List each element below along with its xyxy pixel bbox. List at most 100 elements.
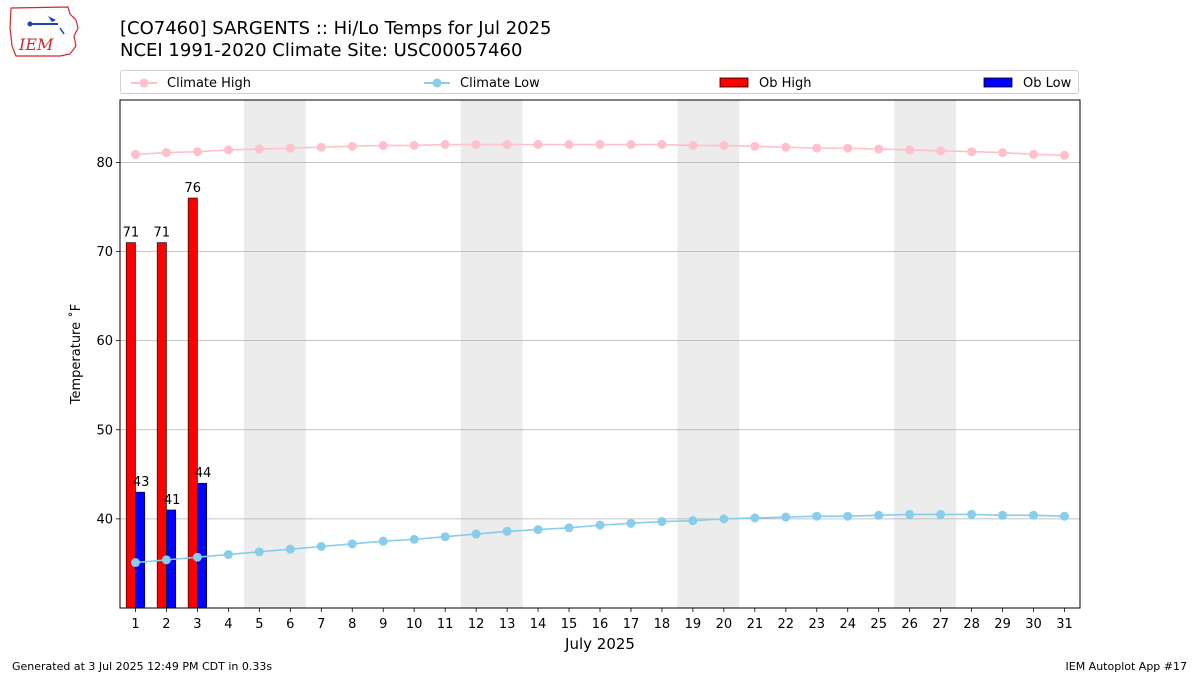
x-tick-label: 31 xyxy=(1056,617,1073,632)
bar-ob-low xyxy=(135,491,146,609)
climate-low-point xyxy=(967,509,977,519)
legend-climate-low: Climate Low xyxy=(424,74,540,92)
climate-high-point xyxy=(750,141,760,151)
x-tick-label: 24 xyxy=(839,617,856,632)
climate-high-point xyxy=(595,140,605,150)
x-tick-label: 26 xyxy=(901,617,918,632)
legend-ob-high: Ob High xyxy=(719,74,812,92)
legend-bar-swatch-red xyxy=(719,77,749,88)
bar-label-ob-low: 44 xyxy=(195,466,212,481)
y-tick-label: 60 xyxy=(96,334,113,349)
climate-low-point xyxy=(502,526,512,536)
climate-high-point xyxy=(316,142,326,152)
climate-high-point xyxy=(843,143,853,153)
footer-app-id: IEM Autoplot App #17 xyxy=(1065,660,1188,673)
y-tick-label: 70 xyxy=(96,245,113,260)
climate-high-point xyxy=(440,140,450,150)
bar-ob-high xyxy=(156,242,167,609)
climate-high-point xyxy=(1029,149,1039,159)
x-tick-label: 10 xyxy=(406,617,423,632)
legend-bar-swatch-blue xyxy=(983,77,1013,88)
legend-label: Ob Low xyxy=(1023,75,1072,91)
climate-high-point xyxy=(564,140,574,150)
title-line-2: NCEI 1991-2020 Climate Site: USC00057460 xyxy=(120,40,523,61)
climate-low-point xyxy=(564,523,574,533)
x-tick-label: 12 xyxy=(468,617,485,632)
x-tick-label: 2 xyxy=(162,617,170,632)
climate-high-point xyxy=(502,140,512,150)
x-tick-label: 30 xyxy=(1025,617,1042,632)
x-tick-label: 4 xyxy=(224,617,232,632)
x-tick-label: 8 xyxy=(348,617,356,632)
climate-low-point xyxy=(223,550,233,560)
climate-low-point xyxy=(874,510,884,520)
legend-label: Climate High xyxy=(167,75,252,91)
climate-high-point xyxy=(688,140,698,150)
x-tick-label: 22 xyxy=(778,617,795,632)
weekend-shading xyxy=(460,100,523,608)
bar-ob-high xyxy=(187,197,198,609)
climate-low-point xyxy=(347,539,357,549)
x-tick-label: 7 xyxy=(317,617,325,632)
climate-low-point xyxy=(781,512,791,522)
y-axis-label: Temperature ˚F xyxy=(68,304,84,405)
climate-low-point xyxy=(936,509,946,519)
y-tick-label: 50 xyxy=(96,423,113,438)
climate-high-point xyxy=(161,148,171,158)
bar-ob-low xyxy=(197,482,208,609)
legend-label: Climate Low xyxy=(460,75,540,91)
iem-logo: IEM xyxy=(8,6,80,58)
climate-low-point xyxy=(161,555,171,565)
x-tick-label: 1 xyxy=(131,617,139,632)
climate-low-point xyxy=(130,558,140,568)
x-tick-label: 6 xyxy=(286,617,294,632)
x-tick-label: 29 xyxy=(994,617,1011,632)
weekend-shading xyxy=(677,100,740,608)
climate-low-point xyxy=(1060,511,1070,521)
legend: Climate High Climate Low Ob High Ob Low xyxy=(120,70,1079,94)
x-tick-label: 9 xyxy=(379,617,387,632)
climate-high-point xyxy=(998,148,1008,158)
x-tick-label: 25 xyxy=(870,617,887,632)
x-tick-label: 20 xyxy=(716,617,733,632)
x-axis-label: July 2025 xyxy=(564,635,635,653)
weekend-shading xyxy=(243,100,306,608)
bar-label-ob-high: 71 xyxy=(154,226,171,241)
climate-low-point xyxy=(905,509,915,519)
title-line-1: [CO7460] SARGENTS :: Hi/Lo Temps for Jul… xyxy=(120,18,552,39)
x-tick-label: 15 xyxy=(561,617,578,632)
x-tick-label: 19 xyxy=(685,617,702,632)
legend-label: Ob High xyxy=(759,75,812,91)
bar-label-ob-low: 41 xyxy=(164,493,181,508)
climate-high-point xyxy=(626,140,636,150)
climate-high-point xyxy=(719,140,729,150)
footer-generated: Generated at 3 Jul 2025 12:49 PM CDT in … xyxy=(12,660,273,673)
climate-high-point xyxy=(874,144,884,154)
climate-high-point xyxy=(285,143,295,153)
climate-low-point xyxy=(409,534,419,544)
climate-low-point xyxy=(192,552,202,562)
bar-ob-high xyxy=(125,242,136,609)
climate-low-point xyxy=(533,525,543,535)
climate-low-point xyxy=(595,520,605,530)
climate-high-point xyxy=(967,147,977,157)
climate-low-point xyxy=(1029,510,1039,520)
climate-high-point xyxy=(905,145,915,155)
chart-title: [CO7460] SARGENTS :: Hi/Lo Temps for Jul… xyxy=(120,18,552,62)
legend-line-marker-blue xyxy=(424,78,450,88)
climate-low-point xyxy=(688,516,698,526)
climate-high-point xyxy=(471,140,481,150)
climate-high-point xyxy=(254,144,264,154)
legend-line-marker-pink xyxy=(131,78,157,88)
climate-high-point xyxy=(378,140,388,150)
y-tick-label: 40 xyxy=(96,512,113,527)
climate-high-point xyxy=(130,149,140,159)
x-tick-label: 3 xyxy=(193,617,201,632)
climate-low-point xyxy=(626,518,636,528)
x-tick-label: 21 xyxy=(747,617,764,632)
y-tick-label: 80 xyxy=(96,156,113,171)
climate-low-point xyxy=(285,544,295,554)
x-tick-label: 5 xyxy=(255,617,263,632)
climate-low-point xyxy=(843,511,853,521)
